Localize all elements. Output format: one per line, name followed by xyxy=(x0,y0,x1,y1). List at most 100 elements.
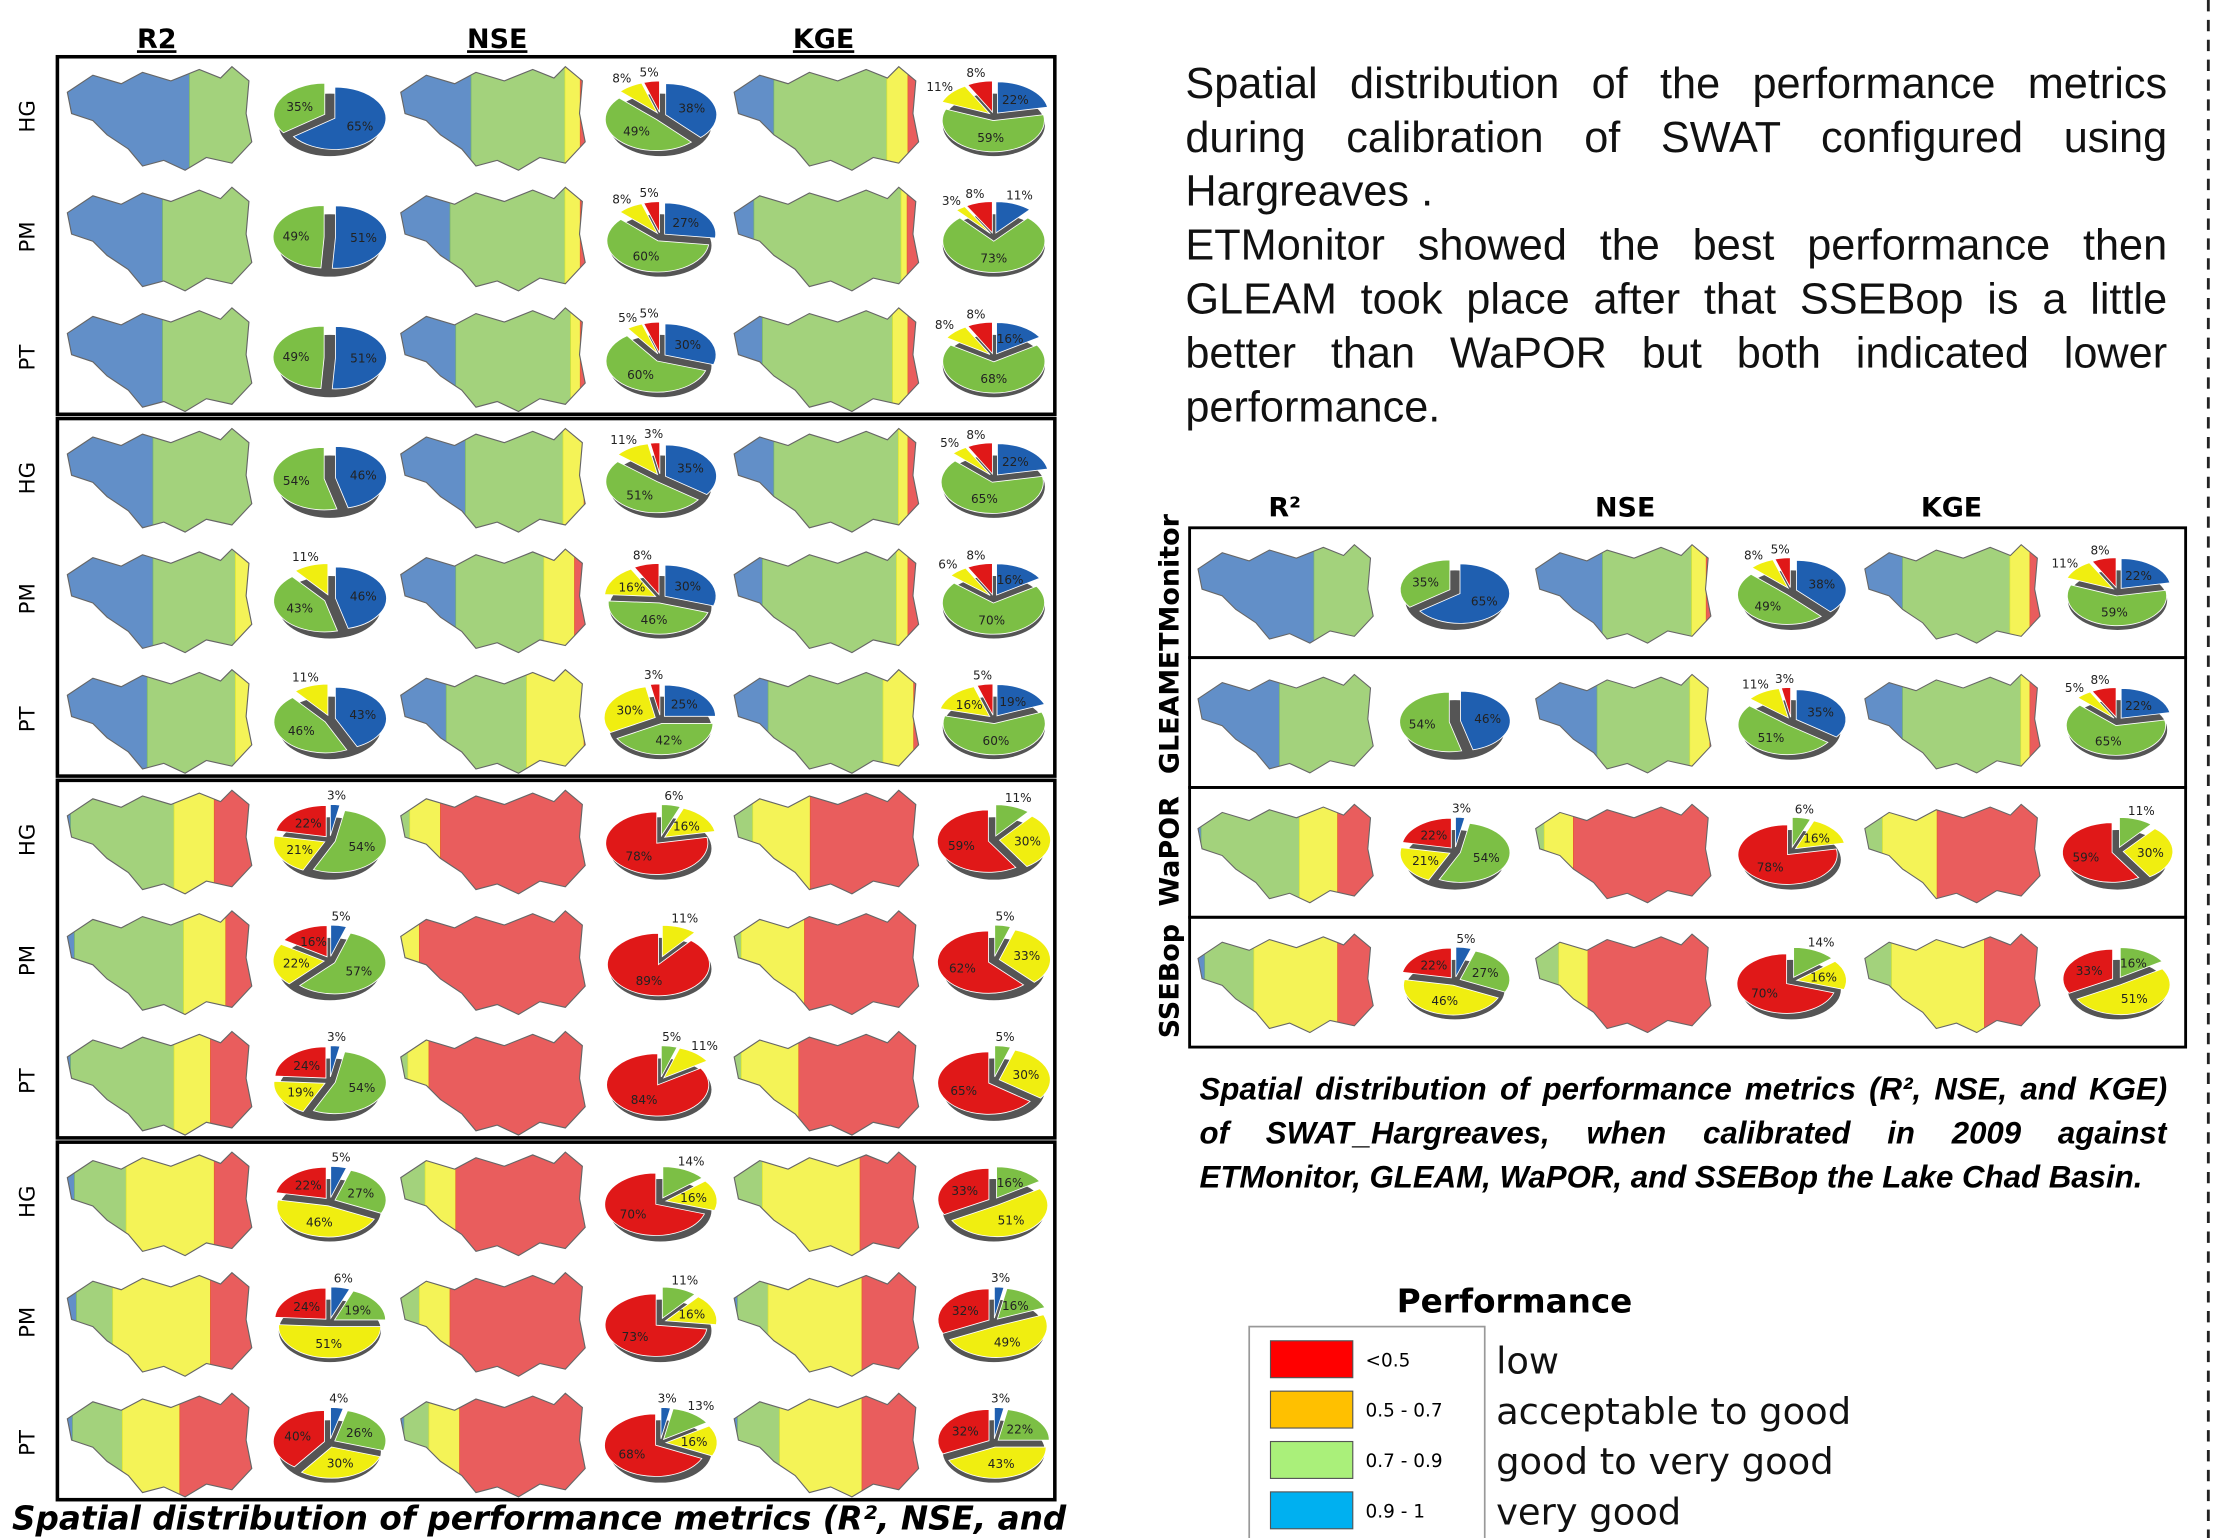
map-region xyxy=(731,1270,737,1384)
pie-label: 51% xyxy=(626,488,653,502)
map-region xyxy=(2020,672,2030,780)
pie-label: 22% xyxy=(1002,455,1029,469)
pie-label: 42% xyxy=(655,733,682,747)
map-region xyxy=(174,787,215,901)
map-region xyxy=(1314,542,1378,650)
map-region xyxy=(64,667,147,781)
basin-map xyxy=(64,1390,256,1504)
pie-label: 11% xyxy=(292,670,319,684)
map-region xyxy=(1201,802,1300,910)
pie-label: 65% xyxy=(1471,594,1498,608)
column-header: R2 xyxy=(137,24,176,55)
legend-label: acceptable to good xyxy=(1496,1390,1851,1433)
pie-label: 46% xyxy=(1474,712,1501,726)
text-block: Spatial distribution of the performance … xyxy=(1185,57,2167,483)
pie-label: 6% xyxy=(1795,802,1814,816)
pie-label: 3% xyxy=(644,427,663,441)
pie-label: 3% xyxy=(991,1271,1010,1285)
pie-label: 11% xyxy=(926,80,953,94)
map-region xyxy=(543,546,574,660)
map-region xyxy=(731,1029,741,1143)
legend-range: 0.7 - 0.9 xyxy=(1366,1451,1443,1472)
row-label: PM xyxy=(16,583,41,614)
pie-label: 16% xyxy=(300,935,327,949)
row-label: HG xyxy=(16,824,41,856)
pie-label: 14% xyxy=(1808,935,1835,949)
pie-label: 38% xyxy=(1808,577,1835,591)
pie-label: 16% xyxy=(997,573,1024,587)
map-region xyxy=(1533,931,1559,1039)
pie-label: 30% xyxy=(2137,846,2164,860)
basin-map xyxy=(1195,802,1378,910)
map-region xyxy=(1709,672,1715,780)
pie-label: 11% xyxy=(2051,556,2078,570)
pie-label: 8% xyxy=(2090,673,2109,687)
pie-label: 32% xyxy=(952,1304,979,1318)
pie-label: 11% xyxy=(691,1039,718,1053)
pie-label: 16% xyxy=(681,1435,708,1449)
map-region xyxy=(1204,931,1254,1039)
pie-label: 8% xyxy=(965,187,984,201)
pie-label: 3% xyxy=(327,1030,346,1044)
pie-label: 33% xyxy=(1013,949,1040,963)
pie-label: 8% xyxy=(966,428,985,442)
pie-label: 51% xyxy=(998,1213,1025,1227)
pie-label: 3% xyxy=(658,1392,677,1406)
basin-map xyxy=(731,667,923,781)
map-region xyxy=(798,1029,923,1143)
map-region xyxy=(731,64,774,178)
pie-label: 46% xyxy=(641,613,668,627)
pie-label: 11% xyxy=(1005,791,1032,805)
basin-map xyxy=(398,787,590,901)
map-region xyxy=(731,787,753,901)
pie-label: 65% xyxy=(950,1084,977,1098)
map-region xyxy=(398,908,420,1022)
row-label: HG xyxy=(16,1185,41,1217)
map-region xyxy=(1195,802,1201,910)
basin-map xyxy=(731,64,923,178)
basin-map xyxy=(731,1270,923,1384)
pie-label: 30% xyxy=(616,703,643,717)
pie-label: 70% xyxy=(620,1208,647,1222)
pie-label: 8% xyxy=(966,549,985,563)
row-label: PT xyxy=(16,344,41,371)
basin-map xyxy=(1533,931,1716,1039)
pie-label: 6% xyxy=(334,1272,353,1286)
pie-label: 62% xyxy=(949,962,976,976)
pie-label: 8% xyxy=(935,318,954,332)
map-region xyxy=(1533,672,1597,780)
pie-label: 5% xyxy=(332,910,351,924)
pie-label: 8% xyxy=(1744,549,1763,563)
pie-label: 30% xyxy=(327,1457,354,1471)
pie-label: 30% xyxy=(1014,835,1041,849)
pie-label: 38% xyxy=(678,102,705,116)
pie-label: 21% xyxy=(1412,854,1439,868)
basin-map xyxy=(64,667,256,781)
row-label: ETMonitor xyxy=(1154,513,1185,669)
basin-map xyxy=(731,184,923,298)
pie-label: 11% xyxy=(292,550,319,564)
pie-label: 6% xyxy=(938,557,957,571)
legend-range: <0.5 xyxy=(1366,1350,1411,1371)
basin-map xyxy=(1195,672,1378,780)
map-region xyxy=(1195,931,1205,1039)
pie-label: 73% xyxy=(980,252,1007,266)
column-header: R² xyxy=(1268,492,1301,523)
pie-label: 65% xyxy=(2095,735,2122,749)
row-label: PT xyxy=(16,705,41,732)
pie-label: 16% xyxy=(678,1308,705,1322)
pie-label: 3% xyxy=(327,789,346,803)
basin-map xyxy=(64,908,256,1022)
pie-label: 5% xyxy=(1456,932,1475,946)
map-region xyxy=(768,667,884,781)
basin-map xyxy=(64,1149,256,1263)
map-region xyxy=(398,1029,408,1143)
map-region xyxy=(64,1029,70,1143)
map-region xyxy=(1533,802,1545,910)
pie-label: 70% xyxy=(1751,987,1778,1001)
pie-label: 8% xyxy=(612,72,631,86)
map-region xyxy=(886,64,908,178)
pie-label: 22% xyxy=(1006,1423,1033,1437)
map-region xyxy=(455,546,544,660)
basin-map xyxy=(398,1029,590,1143)
